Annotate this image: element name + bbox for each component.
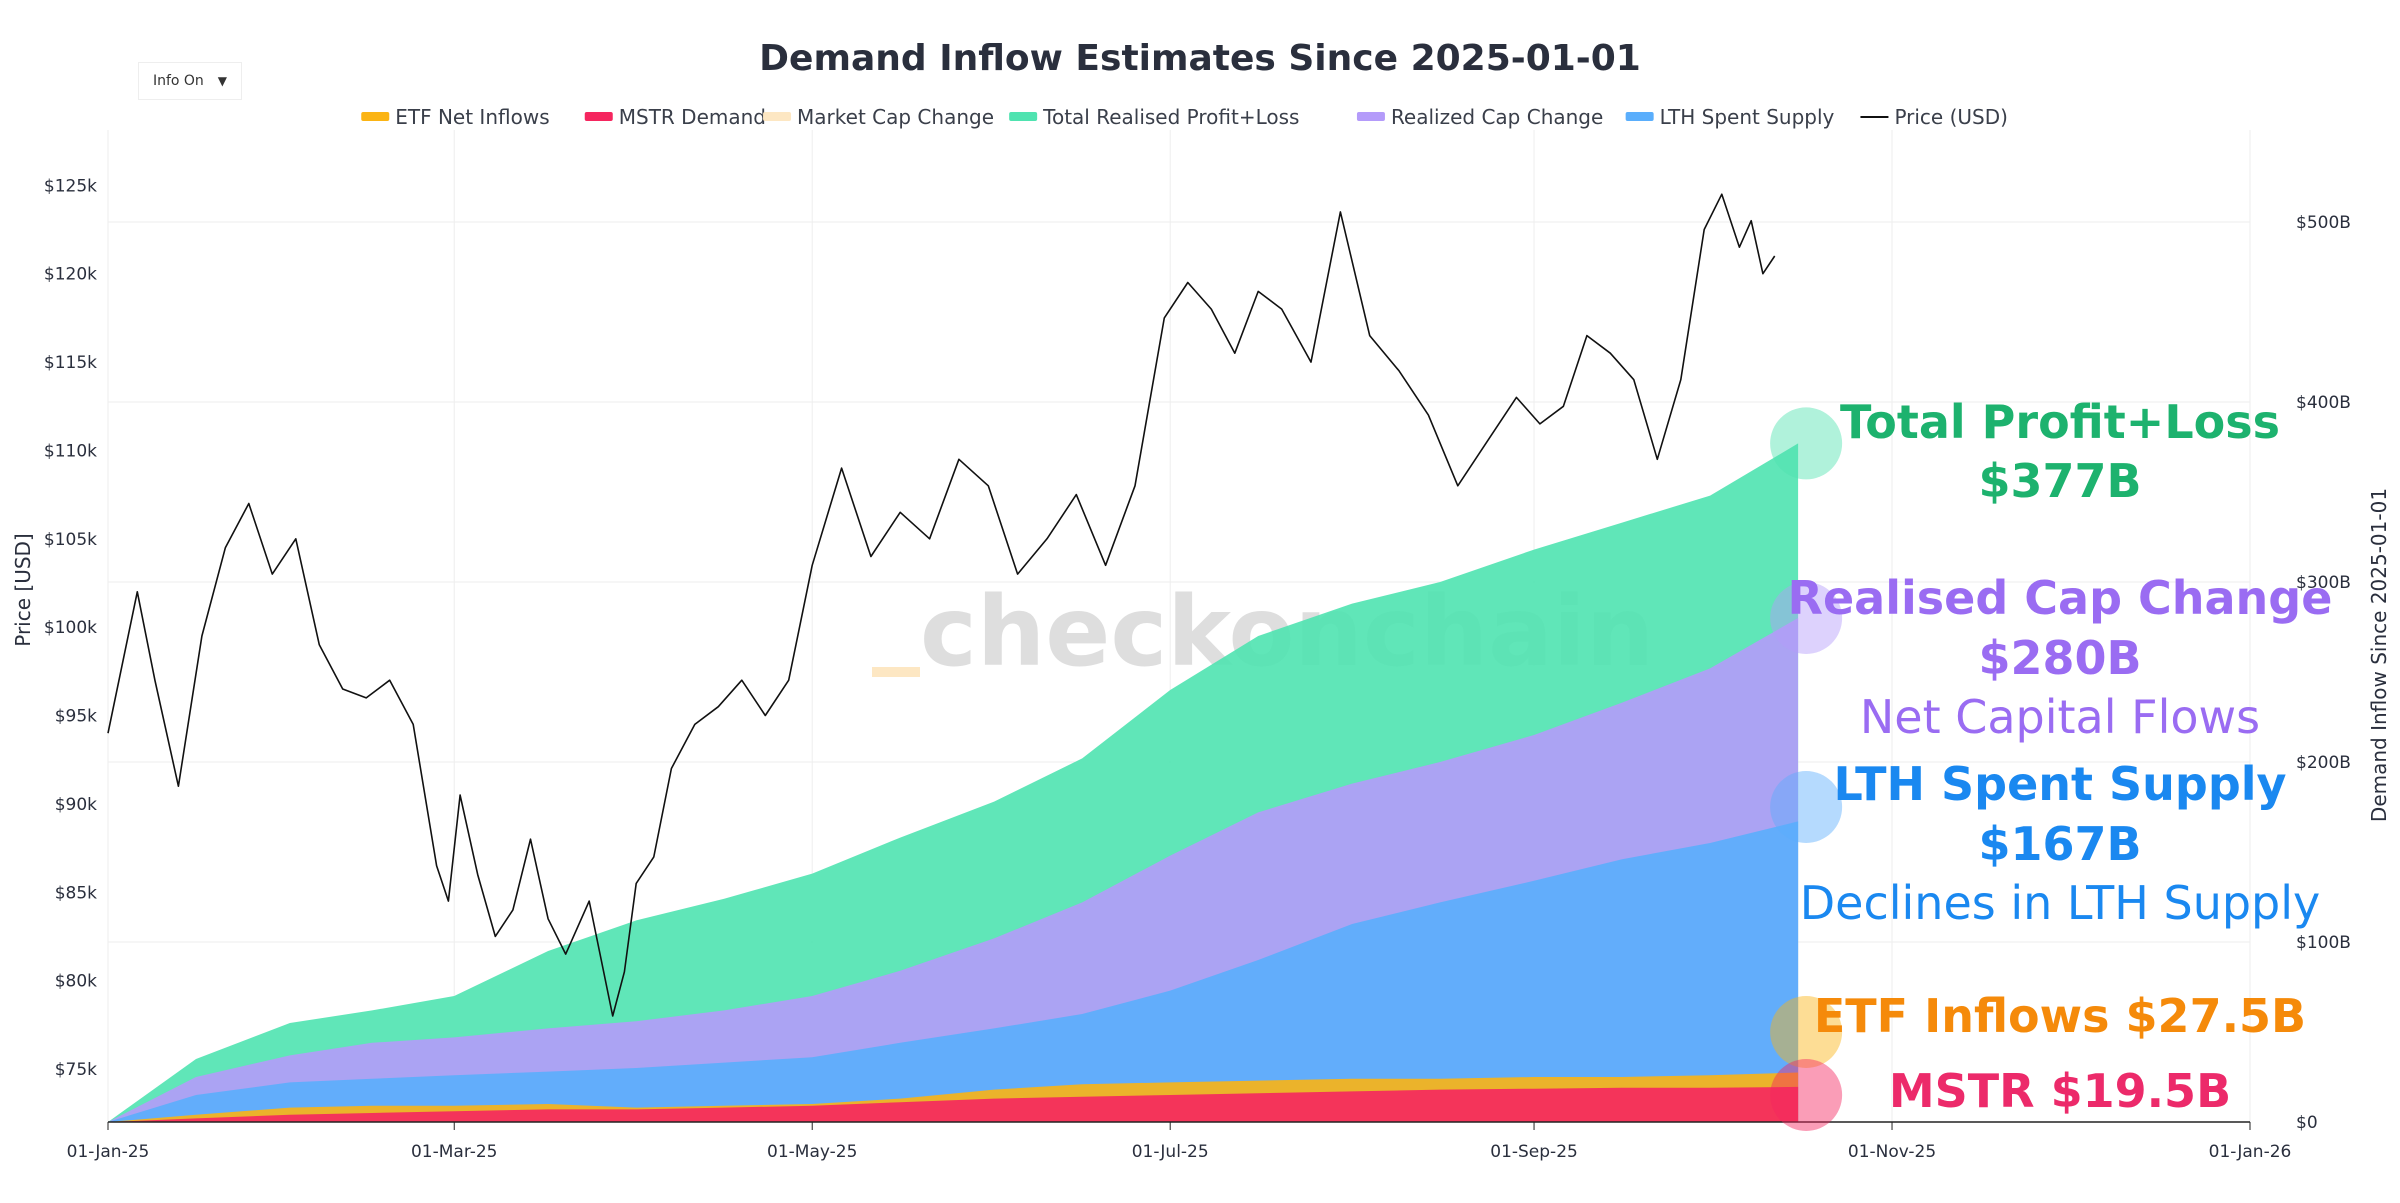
annotation-title: ETF Inflows $27.5B	[1814, 989, 2306, 1043]
legend-label-total-realised-profit-loss: Total Realised Profit+Loss	[1042, 105, 1299, 129]
chevron-down-icon: ▼	[217, 74, 228, 88]
legend-swatch-realized-cap-change	[1356, 112, 1385, 121]
legend-label-lth-spent-supply: LTH Spent Supply	[1660, 105, 1835, 129]
y-axis-right: $0 $100B $200B $300B $400B $500B	[2296, 213, 2351, 1133]
y-axis-left-title: Price [USD]	[11, 533, 35, 647]
y-left-tick-label: $110k	[44, 441, 97, 461]
annotation-subtitle: Net Capital Flows	[1860, 690, 2260, 744]
y-right-tick-label: $300B	[2296, 573, 2351, 593]
annotation-title: MSTR $19.5B	[1889, 1064, 2231, 1118]
price-line	[107, 193, 1776, 1017]
y-left-tick-label: $125k	[44, 176, 97, 196]
legend-swatch-etf-net-inflows	[361, 112, 390, 121]
y-axis-left: $75k $80k $85k $90k $95k $100k $105k $110k $115k…	[44, 176, 97, 1080]
y-right-tick-label: $0	[2296, 1113, 2318, 1133]
legend-label-price-usd: Price (USD)	[1894, 105, 2008, 129]
x-tick-label: 01-Sep-25	[1490, 1142, 1578, 1162]
y-left-tick-label: $100k	[44, 618, 97, 638]
chart-title: Demand Inflow Estimates Since 2025-01-01	[759, 38, 1641, 79]
info-toggle-label: Info On	[152, 73, 204, 89]
y-left-tick-label: $80k	[55, 972, 97, 992]
stacked-areas	[108, 443, 1799, 1122]
price-line-layer	[107, 193, 1776, 1017]
annotation-marker-circle	[1770, 1059, 1843, 1131]
annotation-value: $377B	[1978, 454, 2141, 508]
y-right-tick-label: $400B	[2296, 393, 2351, 413]
area-lth-spent-supply	[108, 821, 1799, 1122]
annotation-value: $167B	[1978, 817, 2141, 871]
annotation-value: $280B	[1978, 631, 2141, 685]
area-mstr-demand	[108, 1086, 1799, 1122]
x-tick-label: 01-Mar-25	[411, 1142, 498, 1162]
y-right-tick-label: $200B	[2296, 753, 2351, 773]
annotation-marker-circle	[1770, 407, 1843, 480]
legend-swatch-total-realised-profit-loss	[1009, 112, 1038, 121]
annotation-marker-circle	[1770, 582, 1843, 654]
y-left-tick-label: $90k	[55, 795, 97, 815]
legend-label-etf-net-inflows: ETF Net Inflows	[395, 105, 549, 129]
chart-legend: ETF Net Inflows MSTR Demand Market Cap Cha…	[361, 105, 2008, 129]
x-tick-label: 01-Jan-26	[2209, 1142, 2292, 1162]
annotation-subtitle: Declines in LTH Supply	[1800, 876, 2321, 930]
y-left-tick-label: $105k	[44, 530, 97, 550]
y-left-tick-label: $75k	[55, 1060, 97, 1080]
legend-swatch-market-cap-change	[763, 112, 792, 121]
legend-label-market-cap-change: Market Cap Change	[797, 105, 994, 129]
x-tick-label: 01-May-25	[767, 1142, 857, 1162]
annotation-title: LTH Spent Supply	[1833, 757, 2286, 811]
legend-swatch-mstr-demand	[584, 112, 613, 121]
x-tick-label: 01-Jul-25	[1132, 1142, 1209, 1162]
y-axis-right-title: Demand Inflow Since 2025-01-01	[2367, 488, 2391, 822]
y-right-tick-label: $100B	[2296, 933, 2351, 953]
annotation-marker-circle	[1770, 996, 1843, 1068]
x-tick-label: 01-Jan-25	[67, 1142, 150, 1162]
annotation-title: Total Profit+Loss	[1840, 395, 2280, 449]
annotation-title: Realised Cap Change	[1788, 571, 2333, 625]
annotation-marker-circle	[1770, 771, 1843, 843]
annotations: Total Profit+Loss$377B Realised Cap Chang…	[1770, 395, 2332, 1131]
x-tick-label: 01-Nov-25	[1848, 1142, 1936, 1162]
y-left-tick-label: $115k	[44, 353, 97, 373]
info-toggle-dropdown[interactable]: Info On ▼	[138, 62, 242, 100]
legend-swatch-lth-spent-supply	[1625, 112, 1654, 121]
x-axis: 01-Jan-25 01-Mar-25 01-May-25 01-Jul-25 01-S…	[67, 1121, 2292, 1162]
y-right-tick-label: $500B	[2296, 213, 2351, 233]
y-left-tick-label: $120k	[44, 265, 97, 285]
y-left-tick-label: $85k	[55, 883, 97, 903]
watermark-underscore-mark	[872, 667, 920, 677]
y-left-tick-label: $95k	[55, 707, 97, 727]
legend-label-realized-cap-change: Realized Cap Change	[1391, 105, 1603, 129]
legend-label-mstr-demand: MSTR Demand	[619, 105, 766, 129]
